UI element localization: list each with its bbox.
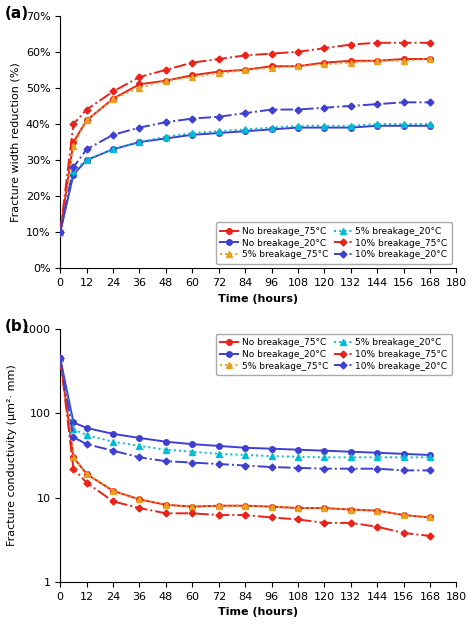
- Y-axis label: Fracture conductivity (μm²· mm): Fracture conductivity (μm²· mm): [7, 364, 17, 546]
- Text: (a): (a): [5, 6, 29, 21]
- X-axis label: Time (hours): Time (hours): [219, 607, 299, 617]
- X-axis label: Time (hours): Time (hours): [219, 294, 299, 304]
- Y-axis label: Fracture width reduction (%): Fracture width reduction (%): [10, 62, 20, 222]
- Text: (b): (b): [5, 319, 29, 334]
- Legend: No breakage_75°C, No breakage_20°C, 5% breakage_75°C, 5% breakage_20°C, 10% brea: No breakage_75°C, No breakage_20°C, 5% b…: [216, 222, 452, 264]
- Legend: No breakage_75°C, No breakage_20°C, 5% breakage_75°C, 5% breakage_20°C, 10% brea: No breakage_75°C, No breakage_20°C, 5% b…: [216, 334, 452, 375]
